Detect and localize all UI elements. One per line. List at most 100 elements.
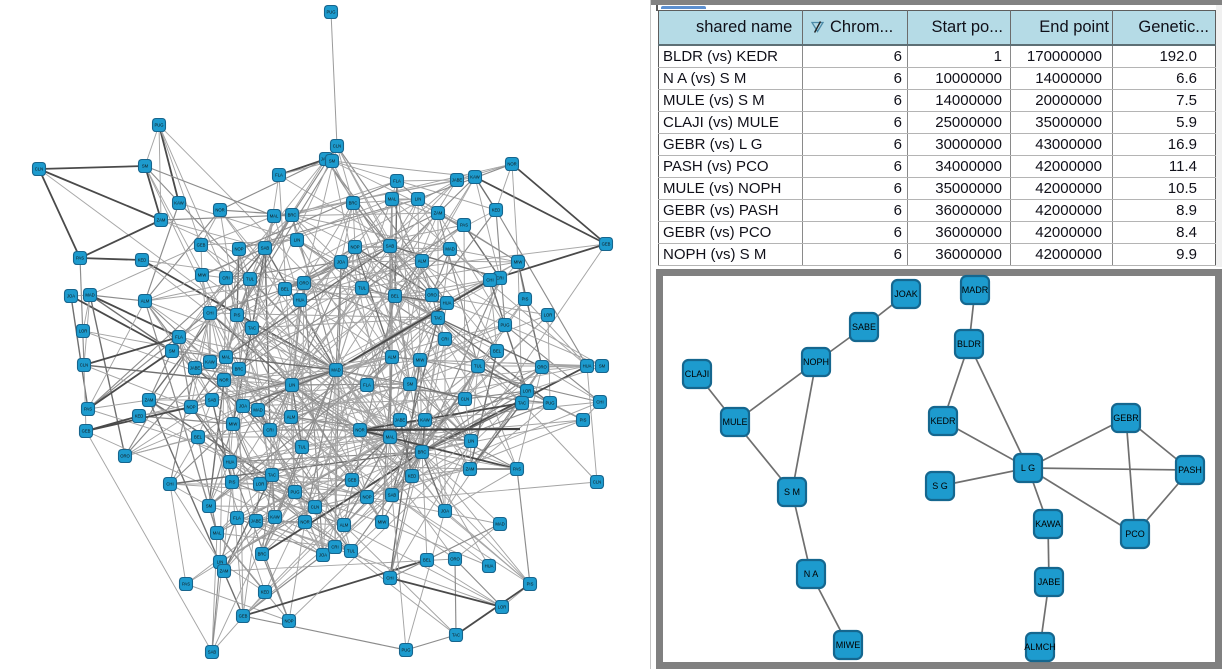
svg-text:CRI: CRI: [222, 276, 229, 281]
svg-text:LIN: LIN: [294, 238, 301, 243]
svg-text:TUL: TUL: [246, 277, 255, 282]
svg-text:PUG: PUG: [290, 490, 299, 495]
svg-text:BLDR: BLDR: [957, 339, 982, 349]
svg-text:PUG: PUG: [545, 401, 554, 406]
svg-text:BRC: BRC: [288, 213, 297, 218]
svg-text:SM: SM: [329, 159, 336, 164]
svg-text:MAL: MAL: [270, 214, 279, 219]
svg-text:NOR: NOR: [219, 378, 228, 383]
svg-text:SAB: SAB: [386, 244, 395, 249]
svg-text:MIW: MIW: [514, 260, 523, 265]
svg-text:TUL: TUL: [298, 445, 307, 450]
svg-text:KED: KED: [261, 590, 270, 595]
svg-text:CRI: CRI: [331, 545, 338, 550]
svg-text:CLN: CLN: [593, 480, 601, 485]
svg-text:FLA: FLA: [363, 383, 371, 388]
svg-text:KAW: KAW: [174, 201, 183, 206]
svg-text:CHI: CHI: [596, 400, 603, 405]
svg-text:CLN: CLN: [333, 144, 341, 149]
svg-text:PIS: PIS: [234, 313, 241, 318]
svg-text:MIW: MIW: [198, 273, 207, 278]
svg-text:TUL: TUL: [358, 286, 367, 291]
svg-text:SM: SM: [169, 349, 176, 354]
svg-text:HUA: HUA: [443, 301, 452, 306]
svg-text:SM: SM: [599, 364, 606, 369]
svg-text:PIS: PIS: [527, 582, 534, 587]
svg-text:CHI: CHI: [486, 278, 493, 283]
svg-text:KAW: KAW: [270, 515, 279, 520]
svg-text:TUL: TUL: [347, 549, 356, 554]
svg-text:FLA: FLA: [233, 516, 241, 521]
svg-text:MAD: MAD: [253, 408, 262, 413]
svg-text:ALM: ALM: [418, 259, 427, 264]
svg-text:PIS: PIS: [229, 480, 236, 485]
svg-text:JOA: JOA: [337, 260, 345, 265]
svg-text:SM: SM: [206, 504, 213, 509]
svg-text:TAC: TAC: [452, 633, 460, 638]
svg-text:N A: N A: [804, 569, 819, 579]
svg-text:S G: S G: [932, 481, 948, 491]
svg-text:TAC: TAC: [518, 401, 526, 406]
svg-text:SAB: SAB: [388, 493, 397, 498]
svg-text:NOPH: NOPH: [803, 357, 829, 367]
svg-text:PASH: PASH: [1178, 465, 1202, 475]
svg-text:LOR: LOR: [79, 329, 88, 334]
svg-text:CLN: CLN: [35, 167, 43, 172]
svg-text:ALMCH: ALMCH: [1024, 642, 1056, 652]
svg-text:MIWE: MIWE: [836, 640, 861, 650]
svg-text:ALM: ALM: [141, 299, 150, 304]
svg-text:NOR: NOR: [300, 520, 309, 525]
svg-text:BEL: BEL: [423, 558, 432, 563]
svg-text:PAS: PAS: [84, 407, 92, 412]
svg-text:KAW: KAW: [470, 175, 479, 180]
svg-text:LOR: LOR: [544, 313, 553, 318]
svg-text:KAW: KAW: [420, 418, 429, 423]
svg-text:LIN: LIN: [217, 560, 224, 565]
svg-text:MAD: MAD: [85, 293, 94, 298]
svg-text:HUA: HUA: [296, 298, 305, 303]
svg-text:PIS: PIS: [522, 297, 529, 302]
svg-text:KAW: KAW: [205, 360, 214, 365]
svg-text:CRI: CRI: [496, 276, 503, 281]
svg-text:CLN: CLN: [461, 397, 469, 402]
svg-text:JOA: JOA: [239, 404, 247, 409]
svg-text:BRC: BRC: [235, 367, 244, 372]
svg-text:SAB: SAB: [208, 650, 217, 655]
svg-text:CLAJI: CLAJI: [685, 369, 710, 379]
svg-text:LIN: LIN: [415, 197, 422, 202]
svg-text:MADR: MADR: [962, 285, 989, 295]
svg-text:GEB: GEB: [348, 478, 357, 483]
svg-text:MIW: MIW: [229, 422, 238, 427]
svg-text:JOAK: JOAK: [894, 289, 918, 299]
svg-text:ALM: ALM: [287, 415, 296, 420]
svg-text:ORO: ORO: [537, 365, 547, 370]
svg-text:KAWA: KAWA: [1035, 519, 1061, 529]
svg-text:MIW: MIW: [378, 520, 387, 525]
svg-text:NOP: NOP: [350, 245, 359, 250]
svg-text:CRI: CRI: [266, 428, 273, 433]
svg-text:TAC: TAC: [248, 326, 256, 331]
svg-text:CHI: CHI: [166, 482, 173, 487]
svg-text:FLA: FLA: [275, 173, 283, 178]
svg-text:NOP: NOP: [234, 247, 243, 252]
svg-text:MIW: MIW: [416, 358, 425, 363]
svg-text:PUG: PUG: [154, 123, 163, 128]
svg-text:PAS: PAS: [513, 467, 521, 472]
svg-text:MAL: MAL: [386, 435, 395, 440]
svg-text:TAC: TAC: [434, 316, 442, 321]
svg-text:ZAM: ZAM: [220, 569, 229, 574]
svg-text:MAL: MAL: [388, 197, 397, 202]
svg-text:PUG: PUG: [326, 10, 335, 15]
svg-text:L G: L G: [1021, 463, 1035, 473]
svg-text:PUG: PUG: [401, 648, 410, 653]
svg-text:PIS: PIS: [580, 418, 587, 423]
svg-text:JABE: JABE: [452, 178, 463, 183]
svg-text:BEL: BEL: [391, 294, 400, 299]
svg-text:HUA: HUA: [485, 564, 494, 569]
svg-text:PAS: PAS: [76, 256, 84, 261]
svg-text:NOR: NOR: [507, 162, 516, 167]
svg-text:BEL: BEL: [281, 287, 290, 292]
svg-text:ORO: ORO: [450, 557, 460, 562]
svg-text:NOP: NOP: [186, 405, 195, 410]
svg-text:LIN: LIN: [468, 439, 475, 444]
